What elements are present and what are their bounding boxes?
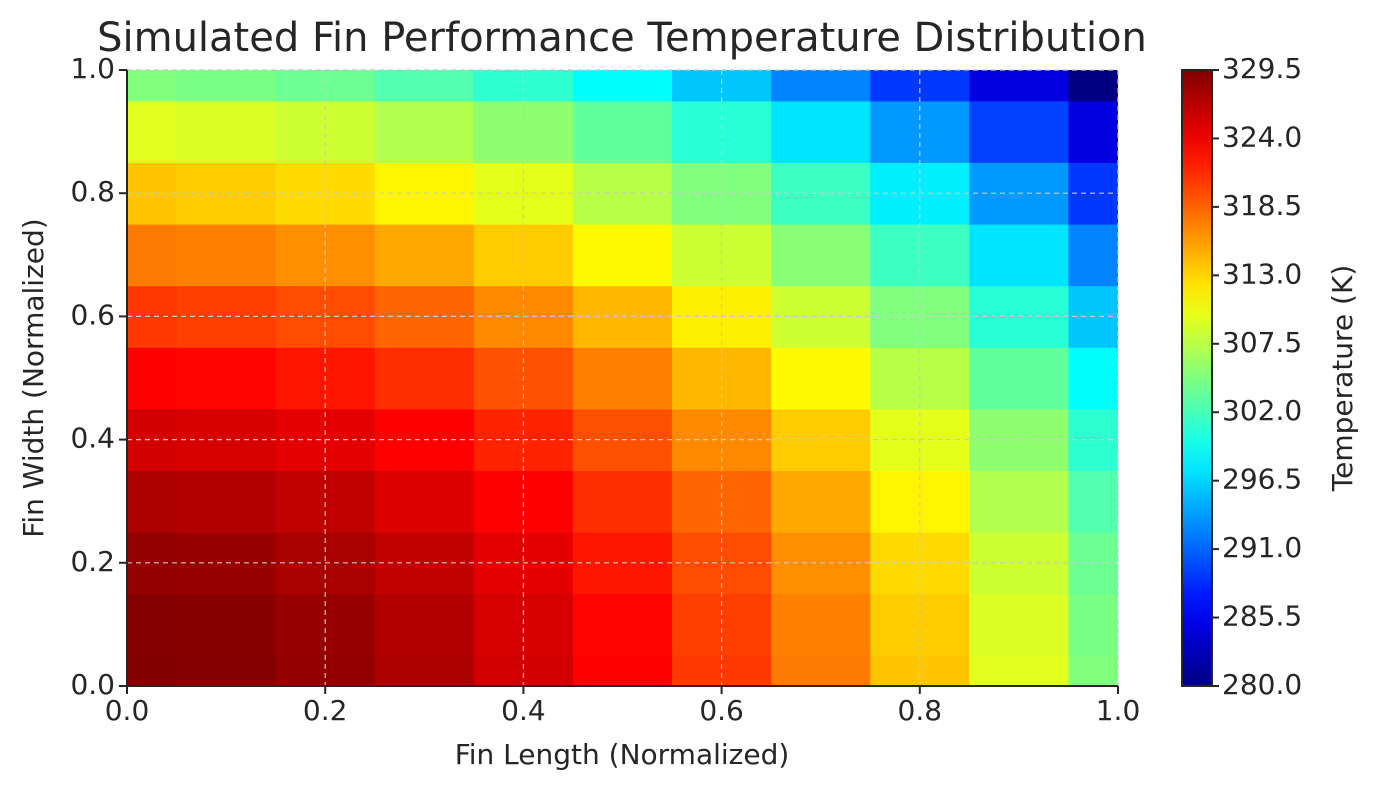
heat-cell	[1068, 655, 1118, 686]
y-tick-label: 0.0	[70, 668, 115, 701]
colorbar-tick-label: 296.5	[1222, 463, 1302, 496]
heat-cell	[572, 224, 673, 287]
heat-cell	[572, 347, 673, 410]
colorbar-tick-label: 307.5	[1222, 326, 1302, 359]
colorbar-tick-label: 313.0	[1222, 257, 1302, 290]
heat-cell	[771, 224, 871, 287]
heat-cell	[473, 70, 574, 102]
x-tick-label: 1.0	[1096, 694, 1141, 727]
heat-cell	[969, 593, 1070, 656]
colorbar-tick-label: 329.5	[1222, 52, 1302, 85]
heat-cell	[176, 655, 277, 686]
y-axis-label: Fin Width (Normalized)	[17, 218, 50, 537]
heat-cell	[374, 593, 475, 656]
heat-cell	[127, 470, 178, 533]
heat-cell	[1068, 593, 1118, 656]
heat-cell	[127, 347, 178, 410]
heat-cell	[374, 655, 475, 686]
heat-cell	[127, 408, 178, 471]
heat-cell	[374, 347, 475, 410]
heatmap	[127, 70, 1118, 686]
y-tick-label: 0.4	[70, 422, 115, 455]
heat-cell	[127, 100, 178, 163]
heat-cell	[1068, 347, 1118, 410]
heat-cell	[127, 70, 178, 102]
heat-cell	[374, 100, 475, 163]
colorbar-tick-label: 285.5	[1222, 600, 1302, 633]
heat-cell	[275, 655, 376, 686]
axes	[119, 69, 1119, 694]
heat-cell	[176, 470, 277, 533]
heat-cell	[127, 655, 178, 686]
heat-cell	[127, 532, 178, 595]
heat-cell	[572, 100, 673, 163]
y-tick-label: 0.6	[70, 298, 115, 331]
colorbar-tick-label: 324.0	[1222, 120, 1302, 153]
colorbar-tick-label: 302.0	[1222, 394, 1302, 427]
heat-cell	[473, 655, 574, 686]
heat-cell	[771, 655, 871, 686]
y-tick-label: 0.8	[70, 175, 115, 208]
colorbar-tick-label: 291.0	[1222, 531, 1302, 564]
x-axis-label: Fin Length (Normalized)	[455, 738, 790, 771]
heat-cell	[374, 470, 475, 533]
colorbar-tick-label: 280.0	[1222, 668, 1302, 701]
heat-cell	[176, 100, 277, 163]
heat-cell	[374, 224, 475, 287]
heat-cell	[176, 347, 277, 410]
heat-cell	[275, 70, 376, 102]
heat-cell	[572, 655, 673, 686]
heat-cell	[127, 162, 178, 225]
heat-cell	[969, 224, 1070, 287]
heat-cell	[969, 347, 1070, 410]
heat-cell	[870, 70, 970, 102]
heat-cell	[771, 70, 871, 102]
x-tick-label: 0.0	[105, 694, 150, 727]
heat-cell	[176, 593, 277, 656]
x-tick-label: 0.8	[898, 694, 943, 727]
heat-cell	[127, 224, 178, 287]
heat-cell	[1068, 70, 1118, 102]
colorbar	[1181, 69, 1213, 687]
heat-cell	[870, 655, 970, 686]
heat-cell	[176, 70, 277, 102]
heat-cell	[572, 70, 673, 102]
heat-cell	[771, 593, 871, 656]
heat-cell	[771, 470, 871, 533]
x-tick-label: 0.4	[501, 694, 546, 727]
axis-spine	[126, 70, 1118, 687]
heat-cell	[672, 70, 772, 102]
heat-cell	[572, 470, 673, 533]
heat-cell	[969, 70, 1070, 102]
heat-cell	[1068, 224, 1118, 287]
chart-title: Simulated Fin Performance Temperature Di…	[97, 15, 1147, 61]
heat-cell	[969, 655, 1070, 686]
heat-cell	[572, 593, 673, 656]
heat-cell	[771, 347, 871, 410]
heat-cell	[127, 593, 178, 656]
heat-cell	[176, 224, 277, 287]
heat-cell	[969, 470, 1070, 533]
colorbar-tick-label: 318.5	[1222, 189, 1302, 222]
y-tick-label: 0.2	[70, 545, 115, 578]
heat-cell	[969, 100, 1070, 163]
x-tick-label: 0.2	[303, 694, 348, 727]
heat-cell	[1068, 470, 1118, 533]
colorbar-label: Temperature (K)	[1326, 265, 1359, 492]
heat-cell	[127, 285, 178, 348]
heat-cell	[374, 70, 475, 102]
heat-cell	[771, 100, 871, 163]
x-tick-label: 0.6	[699, 694, 744, 727]
heat-cell	[672, 655, 772, 686]
heat-cell	[1068, 100, 1118, 163]
y-tick-label: 1.0	[70, 52, 115, 85]
